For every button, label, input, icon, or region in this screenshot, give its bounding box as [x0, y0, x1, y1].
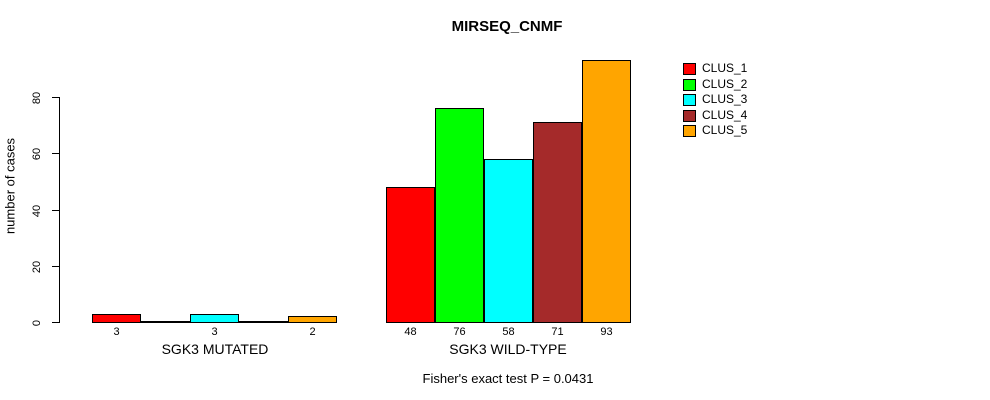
legend-label-clus_2: CLUS_2: [702, 77, 748, 91]
legend-swatch-clus_4: [683, 110, 696, 122]
fisher-exact-test-annotation: Fisher's exact test P = 0.0431: [422, 371, 594, 386]
zero-bar-sgk3-mutated-clus_4: [239, 321, 289, 323]
y-tick-mark: [52, 153, 59, 154]
legend-label-clus_3: CLUS_3: [702, 92, 748, 106]
bar-sgk3-wild-type-clus_3: [484, 159, 533, 323]
bar-value-label: 48: [404, 326, 417, 338]
legend-swatch-clus_5: [683, 125, 696, 137]
bar-sgk3-wild-type-clus_1: [386, 187, 435, 323]
bar-sgk3-wild-type-clus_4: [533, 122, 582, 323]
legend-label-clus_5: CLUS_5: [702, 123, 748, 137]
legend-swatch-clus_2: [683, 79, 696, 91]
y-tick-mark: [52, 322, 59, 323]
legend-swatch-clus_1: [683, 63, 696, 75]
bar-value-label: 76: [453, 326, 466, 338]
y-tick-label: 60: [31, 147, 43, 160]
bar-sgk3-wild-type-clus_5: [582, 60, 631, 323]
y-axis-line: [59, 97, 60, 323]
legend-label-clus_4: CLUS_4: [702, 108, 748, 122]
y-tick-mark: [52, 97, 59, 98]
y-tick-label: 20: [31, 260, 43, 273]
bar-value-label: 58: [502, 326, 515, 338]
legend-label-clus_1: CLUS_1: [702, 61, 748, 75]
y-tick-label: 80: [31, 91, 43, 104]
bar-value-label: 3: [211, 326, 218, 338]
y-tick-mark: [52, 266, 59, 267]
bar-value-label: 93: [600, 326, 613, 338]
x-group-label-sgk3-mutated: SGK3 MUTATED: [161, 341, 269, 357]
chart-title: MIRSEQ_CNMF: [451, 18, 563, 35]
bar-value-label: 71: [551, 326, 564, 338]
legend-swatch-clus_3: [683, 94, 696, 106]
y-axis-label: number of cases: [2, 137, 18, 235]
bar-sgk3-mutated-clus_1: [92, 314, 141, 323]
y-tick-label: 0: [31, 319, 43, 326]
bar-sgk3-mutated-clus_3: [190, 314, 239, 323]
x-group-label-sgk3-wild-type: SGK3 WILD-TYPE: [449, 341, 567, 357]
y-tick-label: 40: [31, 204, 43, 217]
bar-value-label: 3: [113, 326, 120, 338]
zero-bar-sgk3-mutated-clus_2: [141, 321, 191, 323]
bar-sgk3-wild-type-clus_2: [435, 108, 484, 323]
y-tick-mark: [52, 210, 59, 211]
bar-value-label: 2: [309, 326, 316, 338]
bar-sgk3-mutated-clus_5: [288, 316, 337, 323]
